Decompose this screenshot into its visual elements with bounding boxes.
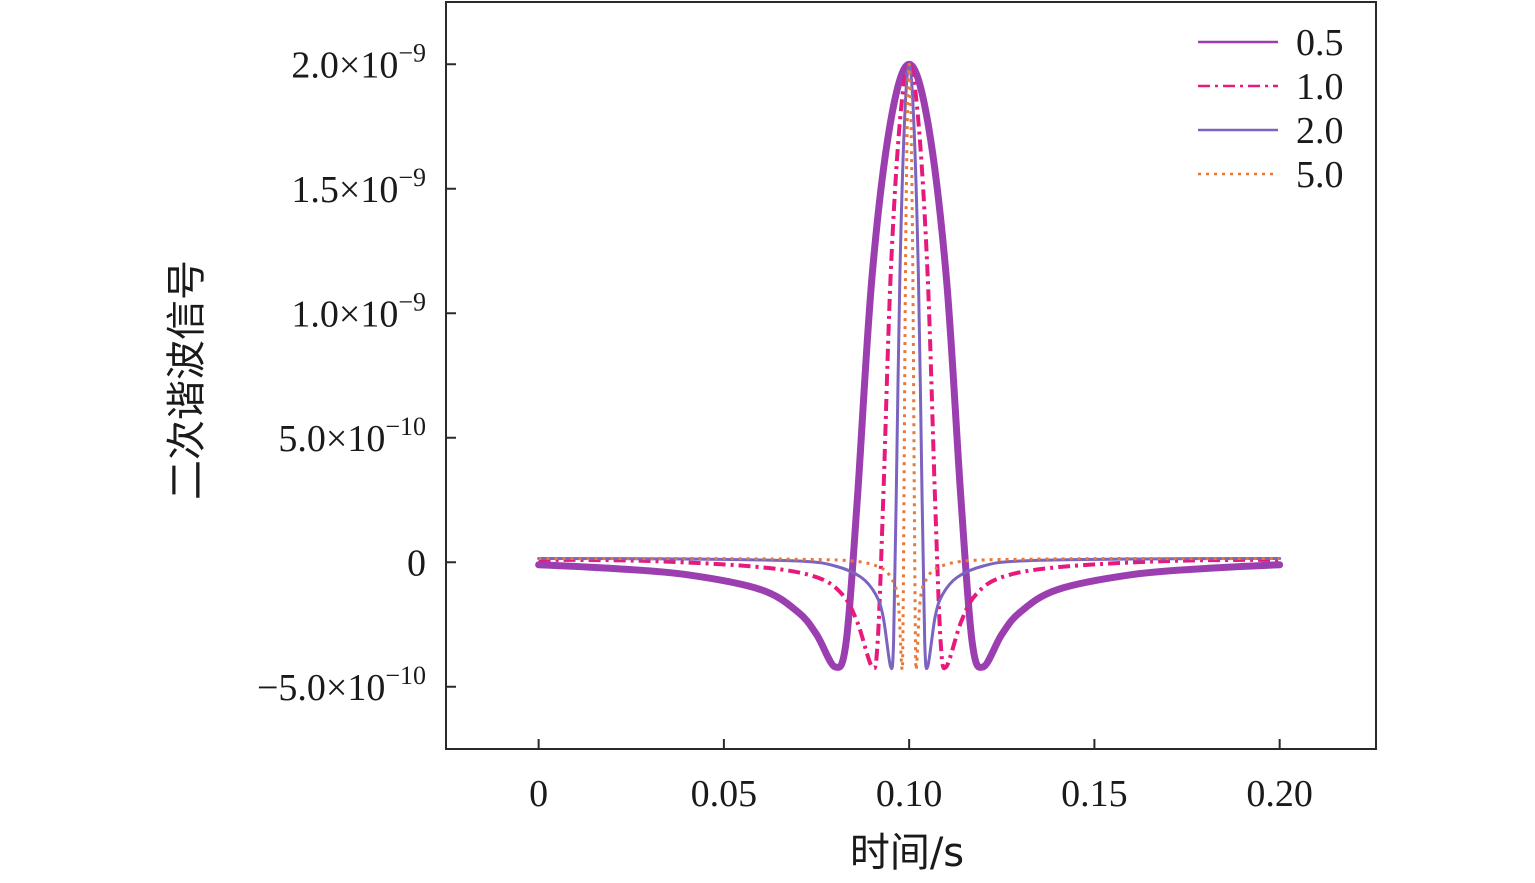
y-tick-mantissa: 5.0×10 [278,418,385,460]
y-tick-label: 1.5×10−9 [291,163,426,211]
legend-label: 2.0 [1296,110,1344,152]
y-tick-mantissa: −5.0×10 [257,667,385,709]
x-tick-label: 0.10 [876,773,943,815]
legend: 0.51.02.05.0 [1198,22,1344,196]
y-tick-label: 0 [407,542,426,584]
series-line-1.0 [538,62,1280,671]
y-axis-ticks: 2.0×10−91.5×10−91.0×10−95.0×10−100−5.0×1… [257,38,456,709]
y-tick-exponent: −9 [398,163,426,192]
series-line-2.0 [537,62,1282,671]
series-layer [535,60,1284,672]
y-tick-label: 1.0×10−9 [291,287,426,335]
legend-label: 1.0 [1296,66,1344,108]
y-tick-mantissa: 1.0×10 [291,293,398,335]
x-tick-label: 0 [529,773,548,815]
y-tick-exponent: −9 [398,38,426,67]
y-tick-exponent: −10 [385,412,426,441]
y-tick-exponent: −9 [398,287,426,316]
y-tick-exponent: −10 [385,661,426,690]
legend-label: 0.5 [1296,22,1344,64]
x-tick-label: 0.15 [1061,773,1128,815]
x-axis-label: 时间/s [850,830,964,876]
x-tick-label: 0.05 [691,773,758,815]
y-axis-label: 二次谐波信号 [164,260,210,500]
series-line-5.0 [538,62,1280,672]
y-tick-mantissa: 0 [407,542,426,584]
y-tick-mantissa: 2.0×10 [291,44,398,86]
x-tick-label: 0.20 [1246,773,1313,815]
y-tick-label: 2.0×10−9 [291,38,426,86]
plot-frame [445,1,1377,750]
x-axis-ticks: 0 0.05 0.10 0.15 0.20 [529,739,1313,815]
series-line-0.5 [535,60,1284,671]
legend-label: 5.0 [1296,154,1344,196]
y-tick-label: 5.0×10−10 [278,412,426,460]
y-tick-label: −5.0×10−10 [257,661,426,709]
y-tick-mantissa: 1.5×10 [291,169,398,211]
